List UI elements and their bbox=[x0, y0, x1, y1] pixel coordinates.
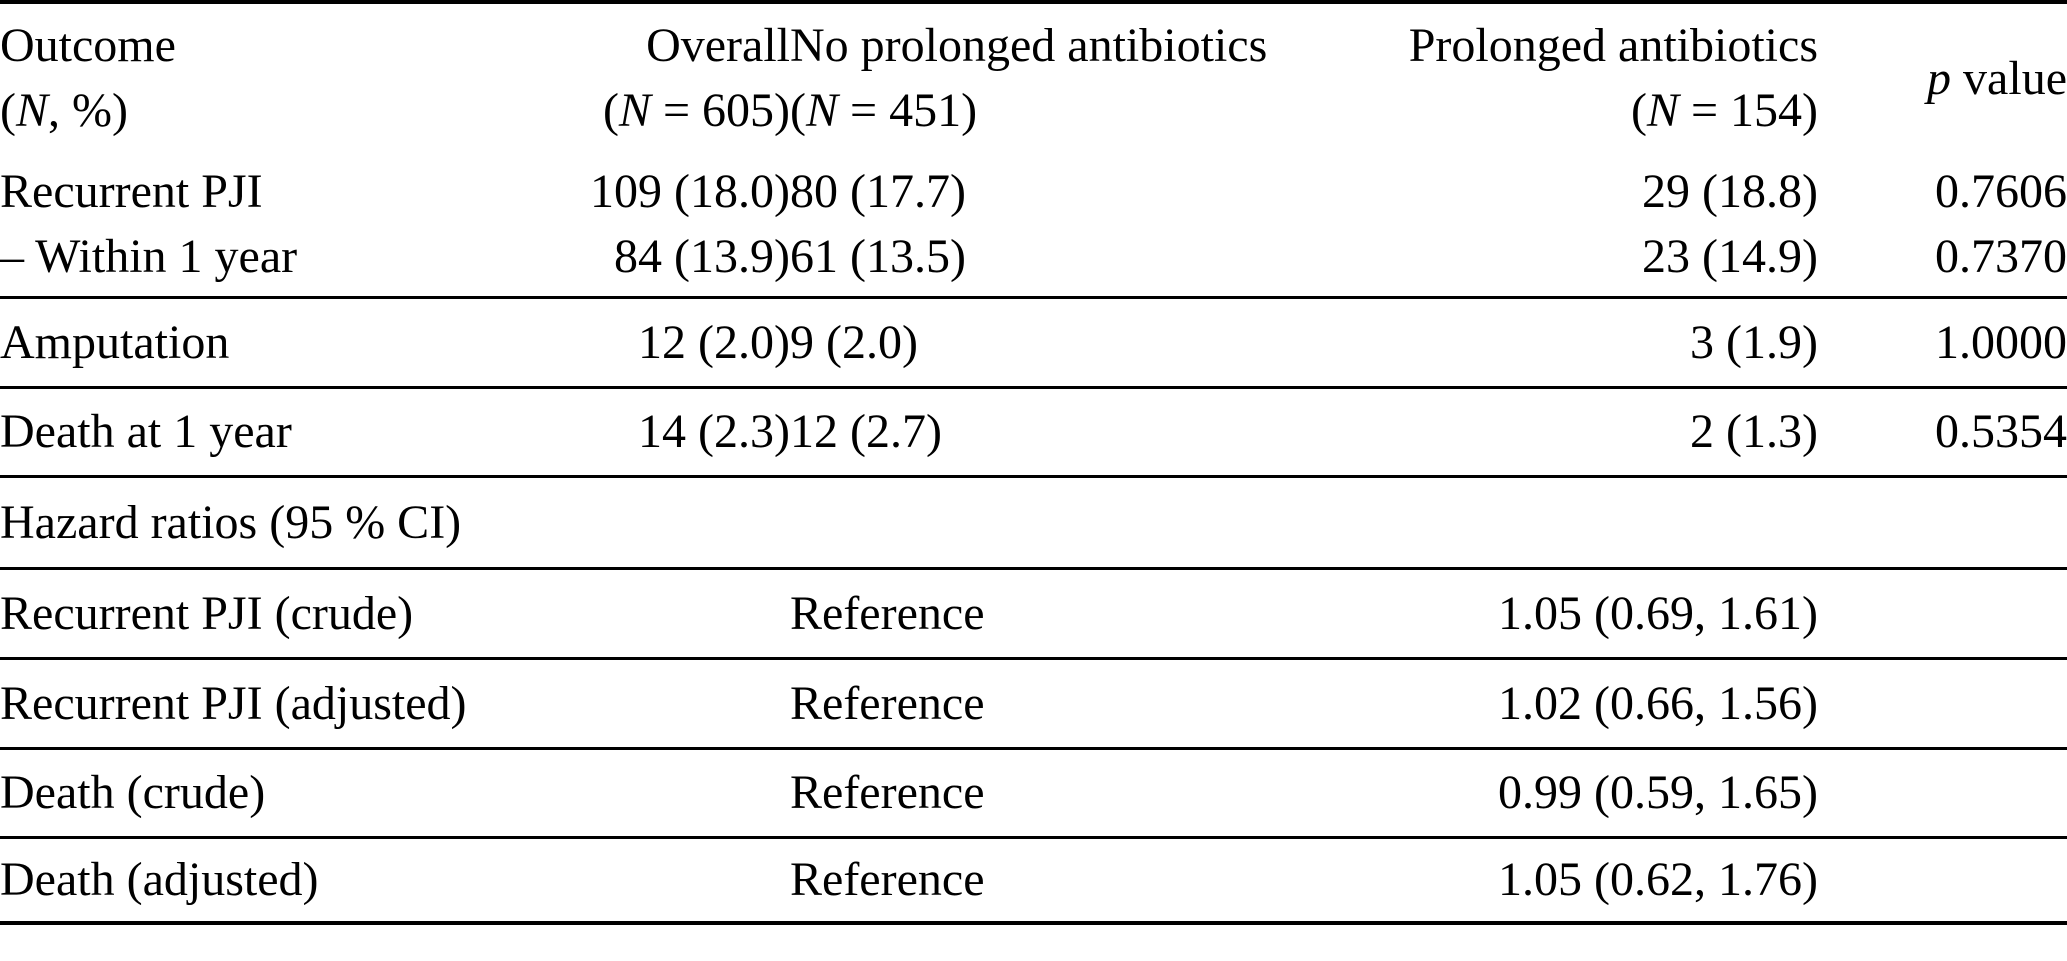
cell-death-adjusted-hr: 1.05 (0.62, 1.76) bbox=[1498, 853, 1818, 907]
cell-pji-crude-p bbox=[1818, 568, 2067, 658]
cell-death-adjusted-overall bbox=[560, 837, 790, 923]
col-header-overall-sub: (N = 605) bbox=[560, 78, 790, 143]
cell-recurrent-pji-prolonged: 29 (18.8) 23 (14.9) bbox=[1395, 152, 1818, 297]
cell-death-crude-reference: Reference bbox=[790, 766, 985, 819]
recurrent-pji-overall-line1: 109 (18.0) bbox=[590, 164, 790, 218]
header-row: Outcome (N, %) Overall (N = 605) No prol… bbox=[0, 2, 2067, 152]
recurrent-pji-p-line1: 0.7606 bbox=[1935, 164, 2067, 218]
cell-pji-adjusted-p bbox=[1818, 658, 2067, 748]
paren-open: ( bbox=[602, 84, 619, 137]
recurrent-pji-no-prolonged-line1: 80 (17.7) bbox=[790, 164, 966, 218]
cell-death-adjusted-p bbox=[1818, 837, 2067, 923]
recurrent-pji-no-prolonged-line2: 61 (13.5) bbox=[790, 229, 966, 283]
cell-amputation-overall: 12 (2.0) bbox=[638, 315, 790, 369]
p-value-rest: value bbox=[1951, 51, 2067, 105]
col-header-p-value-title: p value bbox=[1818, 46, 2067, 111]
row-hazard-ratios-section: Hazard ratios (95 % CI) bbox=[0, 476, 2067, 568]
row-recurrent-pji: Recurrent PJI – Within 1 year 109 (18.0)… bbox=[0, 152, 2067, 297]
cell-amputation-p: 1.0000 bbox=[1935, 315, 2067, 369]
sub-rest: = 451) bbox=[838, 84, 978, 137]
row-amputation: Amputation 12 (2.0) 9 (2.0) 3 (1.9) 1.00… bbox=[0, 297, 2067, 387]
sub-rest: = 154) bbox=[1678, 84, 1818, 137]
cell-death-adjusted-label: Death (adjusted) bbox=[0, 853, 319, 907]
cell-recurrent-pji-overall: 109 (18.0) 84 (13.9) bbox=[560, 152, 790, 297]
sub-rest: , %) bbox=[48, 84, 128, 137]
recurrent-pji-label-line2: – Within 1 year bbox=[0, 229, 298, 283]
cell-amputation-prolonged: 3 (1.9) bbox=[1690, 315, 1818, 369]
cell-pji-crude-reference: Reference bbox=[790, 586, 985, 640]
col-header-no-prolonged-sub: (N = 451) bbox=[790, 78, 1395, 143]
cell-pji-adjusted-label: Recurrent PJI (adjusted) bbox=[0, 676, 467, 730]
row-death-adjusted: Death (adjusted) Reference 1.05 (0.62, 1… bbox=[0, 837, 2067, 923]
recurrent-pji-prolonged-line1: 29 (18.8) bbox=[1642, 164, 1818, 218]
recurrent-pji-overall-line2: 84 (13.9) bbox=[614, 229, 790, 283]
cell-pji-adjusted-overall bbox=[560, 658, 790, 748]
cell-death-crude-label: Death (crude) bbox=[0, 766, 266, 819]
cell-pji-adjusted-reference: Reference bbox=[790, 676, 985, 730]
col-header-outcome-title: Outcome bbox=[0, 19, 176, 72]
row-death-crude: Death (crude) Reference 0.99 (0.59, 1.65… bbox=[0, 748, 2067, 837]
paren-open: ( bbox=[0, 84, 16, 137]
cell-death-crude-p bbox=[1818, 748, 2067, 837]
n-symbol: N bbox=[15, 84, 48, 137]
outcomes-table: Outcome (N, %) Overall (N = 605) No prol… bbox=[0, 0, 2067, 925]
sub-rest: = 605) bbox=[650, 84, 790, 137]
col-header-overall-title: Overall bbox=[646, 19, 790, 72]
p-symbol: p bbox=[1927, 51, 1952, 105]
cell-death-1yr-prolonged: 2 (1.3) bbox=[1690, 405, 1818, 458]
hazard-ratios-section-label: Hazard ratios (95 % CI) bbox=[0, 495, 462, 549]
col-header-p-value: p value bbox=[1818, 2, 2067, 152]
col-header-outcome: Outcome (N, %) bbox=[0, 2, 560, 152]
col-header-no-prolonged: No prolonged antibiotics (N = 451) bbox=[790, 2, 1395, 152]
cell-amputation-label: Amputation bbox=[0, 315, 230, 369]
cell-recurrent-pji-p: 0.7606 0.7370 bbox=[1818, 152, 2067, 297]
paren-open: ( bbox=[1630, 84, 1647, 137]
cell-pji-crude-hr: 1.05 (0.69, 1.61) bbox=[1498, 586, 1818, 640]
row-recurrent-pji-crude: Recurrent PJI (crude) Reference 1.05 (0.… bbox=[0, 568, 2067, 658]
cell-pji-crude-label: Recurrent PJI (crude) bbox=[0, 586, 414, 640]
col-header-overall: Overall (N = 605) bbox=[560, 2, 790, 152]
cell-death-crude-overall bbox=[560, 748, 790, 837]
n-symbol: N bbox=[805, 84, 838, 137]
cell-recurrent-pji-no-prolonged: 80 (17.7) 61 (13.5) bbox=[790, 152, 1395, 297]
row-recurrent-pji-adjusted: Recurrent PJI (adjusted) Reference 1.02 … bbox=[0, 658, 2067, 748]
recurrent-pji-label-line1: Recurrent PJI bbox=[0, 164, 263, 218]
cell-death-1yr-no-prolonged: 12 (2.7) bbox=[790, 405, 942, 458]
cell-pji-crude-overall bbox=[560, 568, 790, 658]
cell-death-adjusted-reference: Reference bbox=[790, 853, 985, 907]
cell-amputation-no-prolonged: 9 (2.0) bbox=[790, 315, 918, 369]
cell-death-1yr-label: Death at 1 year bbox=[0, 405, 292, 458]
recurrent-pji-p-line2: 0.7370 bbox=[1935, 229, 2067, 283]
cell-recurrent-pji-label: Recurrent PJI – Within 1 year bbox=[0, 152, 560, 297]
col-header-no-prolonged-title: No prolonged antibiotics bbox=[790, 19, 1268, 72]
n-symbol: N bbox=[1646, 84, 1679, 137]
row-death-at-1-year: Death at 1 year 14 (2.3) 12 (2.7) 2 (1.3… bbox=[0, 387, 2067, 476]
cell-death-1yr-p: 0.5354 bbox=[1935, 405, 2067, 458]
cell-death-crude-hr: 0.99 (0.59, 1.65) bbox=[1498, 766, 1818, 819]
col-header-prolonged-title: Prolonged antibiotics bbox=[1408, 19, 1818, 72]
col-header-outcome-sub: (N, %) bbox=[0, 78, 560, 143]
paren-open: ( bbox=[790, 84, 806, 137]
cell-pji-adjusted-hr: 1.02 (0.66, 1.56) bbox=[1498, 676, 1818, 730]
col-header-prolonged-sub: (N = 154) bbox=[1395, 78, 1818, 143]
recurrent-pji-prolonged-line2: 23 (14.9) bbox=[1642, 229, 1818, 283]
cell-death-1yr-overall: 14 (2.3) bbox=[638, 405, 790, 458]
n-symbol: N bbox=[618, 84, 651, 137]
col-header-prolonged: Prolonged antibiotics (N = 154) bbox=[1395, 2, 1818, 152]
